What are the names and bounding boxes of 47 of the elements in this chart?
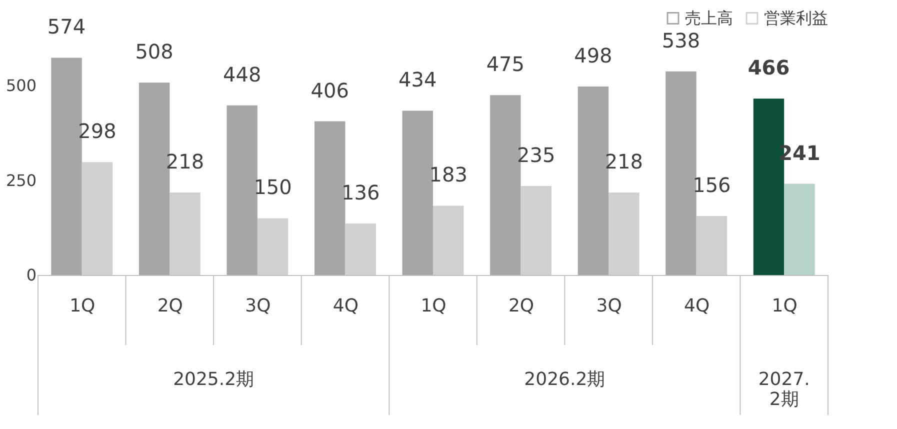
y-tick-label: 0 [26,266,36,284]
data-label: 448 [222,62,262,86]
x-tick-label: 3Q [245,296,271,316]
data-label: 538 [662,28,700,52]
bar [608,192,640,275]
data-label: 475 [486,52,525,76]
bar [314,121,346,275]
text: 2027. 2期 [758,369,810,410]
data-label: 218 [166,149,204,174]
data-label: 406 [310,78,349,102]
bar [226,105,258,275]
bar [520,186,552,275]
x-tick-label: 2Q [157,296,183,316]
data-label: 466 [748,56,790,80]
bar [257,218,288,275]
bar [170,192,200,275]
data-label: 298 [78,119,116,144]
data-label: 218 [604,149,644,174]
x-tick-label: 1Q [420,296,446,316]
bar [82,162,113,275]
bar [696,216,728,275]
data-label: 136 [341,180,380,205]
legend-label: 売上高 [685,8,733,28]
data-label: 156 [692,172,731,197]
x-tick-label: 1Q [772,296,798,316]
bar [666,71,696,275]
bar [402,110,433,275]
data-label: 434 [398,68,437,92]
data-label: 498 [574,43,612,68]
y-tick-label: 250 [6,170,36,190]
data-label: 508 [135,40,174,64]
x-tick-label: 4Q [684,296,710,316]
bar [345,224,376,275]
x-tick-label: 4Q [332,296,359,316]
data-label: 183 [429,162,468,187]
text: 2026.2期 [524,369,606,390]
x-tick-label: 1Q [70,296,96,316]
x-tick-label: 3Q [596,296,622,316]
bar [433,206,464,275]
y-tick-label: 500 [6,76,36,96]
data-label: 150 [254,175,292,200]
legend-label: 営業利益 [764,8,828,28]
data-label: 235 [517,143,556,168]
text: 2025.2期 [173,369,254,390]
bar [784,184,815,275]
x-tick-label: 2Q [508,296,534,316]
data-label: 574 [47,14,86,39]
